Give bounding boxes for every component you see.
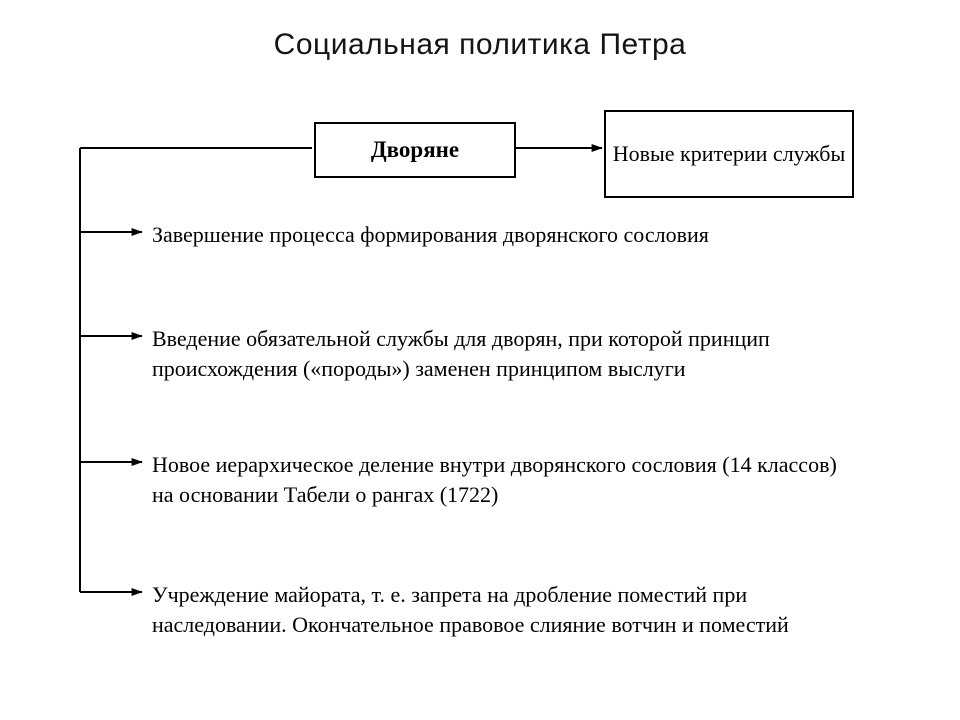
list-item: Учреждение майората, т. е. запрета на др… xyxy=(152,580,842,639)
diagram-canvas: Социальная политика Петра Дворяне Новые к… xyxy=(0,0,960,720)
page-title: Социальная политика Петра xyxy=(0,28,960,62)
box-side: Новые критерии службы xyxy=(604,110,854,198)
list-item: Завершение процесса формирования дворянс… xyxy=(152,220,842,250)
list-item: Введение обязательной службы для дворян,… xyxy=(152,324,842,383)
box-main: Дворяне xyxy=(314,122,516,178)
list-item: Новое иерархическое деление внутри дворя… xyxy=(152,450,842,509)
